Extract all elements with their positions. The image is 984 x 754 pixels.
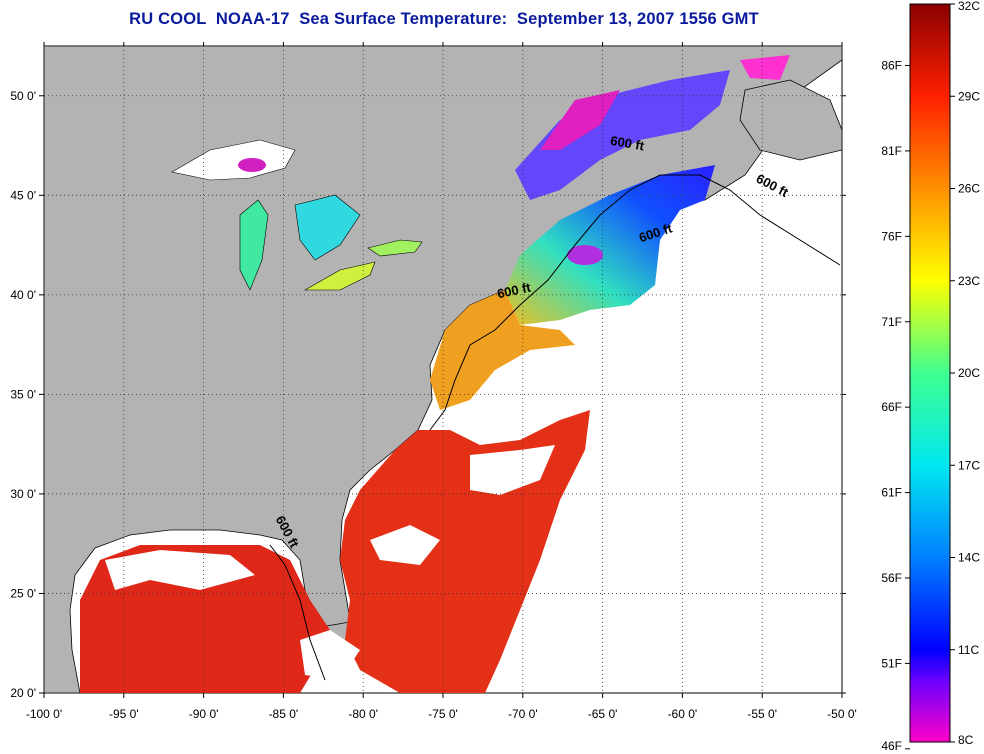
lat-tick-label: 25 0' xyxy=(10,586,36,600)
colorbar-celsius-labels: 32C 29C 26C 23C 20C 17C 14C 11C 8C xyxy=(950,0,980,747)
colorbar-fahrenheit-label: 76F xyxy=(881,229,902,243)
sst-labrador-magenta xyxy=(740,55,790,80)
lat-tick-label: 50 0' xyxy=(10,89,36,103)
colorbar-fahrenheit-label: 61F xyxy=(881,486,902,500)
colorbar-celsius-label: 14C xyxy=(958,551,980,565)
lat-tick-label: 20 0' xyxy=(10,686,36,700)
lon-tick-label: -65 0' xyxy=(588,707,618,721)
colorbar-fahrenheit-label: 46F xyxy=(881,739,902,753)
lon-tick-label: -70 0' xyxy=(508,707,538,721)
lake-michigan xyxy=(239,199,269,291)
lat-tick-label: 45 0' xyxy=(10,188,36,202)
lake-huron xyxy=(294,194,361,261)
lon-tick-label: -100 0' xyxy=(26,707,62,721)
colorbar-fahrenheit-label: 81F xyxy=(881,144,902,158)
colorbar-fahrenheit-label: 71F xyxy=(881,315,902,329)
colorbar-celsius-label: 11C xyxy=(958,643,979,657)
contour-600ft-lines xyxy=(269,174,841,681)
colorbar-celsius-label: 8C xyxy=(958,733,974,747)
map-title: RU COOL NOAA-17 Sea Surface Temperature:… xyxy=(129,10,759,28)
colorbar-fahrenheit-label: 86F xyxy=(881,59,902,73)
lat-tick-label: 30 0' xyxy=(10,487,36,501)
colorbar-celsius-label: 29C xyxy=(958,89,980,103)
longitude-tick-labels: -100 0' -95 0' -90 0' -85 0' -80 0' -75 0' -70… xyxy=(26,707,857,721)
lon-tick-label: -50 0' xyxy=(827,707,857,721)
colorbar-celsius-label: 20C xyxy=(958,366,980,380)
colorbar-celsius-label: 32C xyxy=(958,0,980,13)
lon-tick-label: -90 0' xyxy=(189,707,219,721)
colorbar-ramp xyxy=(909,3,951,743)
cloud-patch-gulf xyxy=(105,550,255,590)
colorbar-fahrenheit-label: 56F xyxy=(881,571,902,585)
land-newfoundland xyxy=(739,79,842,161)
colorbar-fahrenheit-label: 51F xyxy=(881,656,902,670)
lake-ontario xyxy=(367,239,423,257)
sst-mid-atlantic xyxy=(430,290,575,410)
lake-erie xyxy=(303,261,376,291)
latitude-tick-labels: 20 0' 25 0' 30 0' 35 0' 40 0' 45 0' 50 0' xyxy=(10,89,36,700)
contour-label-600ft: 600 ft xyxy=(496,279,533,301)
lake-superior-cold-spot xyxy=(238,158,266,172)
map-gridlines xyxy=(39,42,846,698)
lake-superior xyxy=(171,139,296,181)
colorbar-celsius-label: 23C xyxy=(958,274,980,288)
lon-tick-label: -60 0' xyxy=(668,707,698,721)
contour-label-600ft: 600 ft xyxy=(609,133,646,154)
cloud-patch-atlantic xyxy=(470,445,555,495)
colorbar-fahrenheit-label: 66F xyxy=(881,400,902,414)
lon-tick-label: -55 0' xyxy=(747,707,777,721)
lon-tick-label: -75 0' xyxy=(428,707,458,721)
lon-tick-label: -95 0' xyxy=(109,707,139,721)
sst-gulf-st-lawrence xyxy=(515,70,730,200)
lon-tick-label: -85 0' xyxy=(269,707,299,721)
colorbar-celsius-label: 17C xyxy=(958,458,980,472)
sst-gulf-of-maine xyxy=(505,165,715,325)
colorbar-celsius-label: 26C xyxy=(958,182,980,196)
lat-tick-label: 40 0' xyxy=(10,288,36,302)
sst-bay-of-fundy-spot xyxy=(567,245,603,265)
lat-tick-label: 35 0' xyxy=(10,387,36,401)
lon-tick-label: -80 0' xyxy=(348,707,378,721)
colorbar-fahrenheit-labels: 86F 81F 76F 71F 66F 61F 56F 51F 46F xyxy=(881,59,910,753)
sst-st-lawrence-magenta xyxy=(540,90,620,150)
cloud-patch-atlantic-2 xyxy=(370,525,440,565)
cloud-patch-caribbean xyxy=(300,630,360,680)
